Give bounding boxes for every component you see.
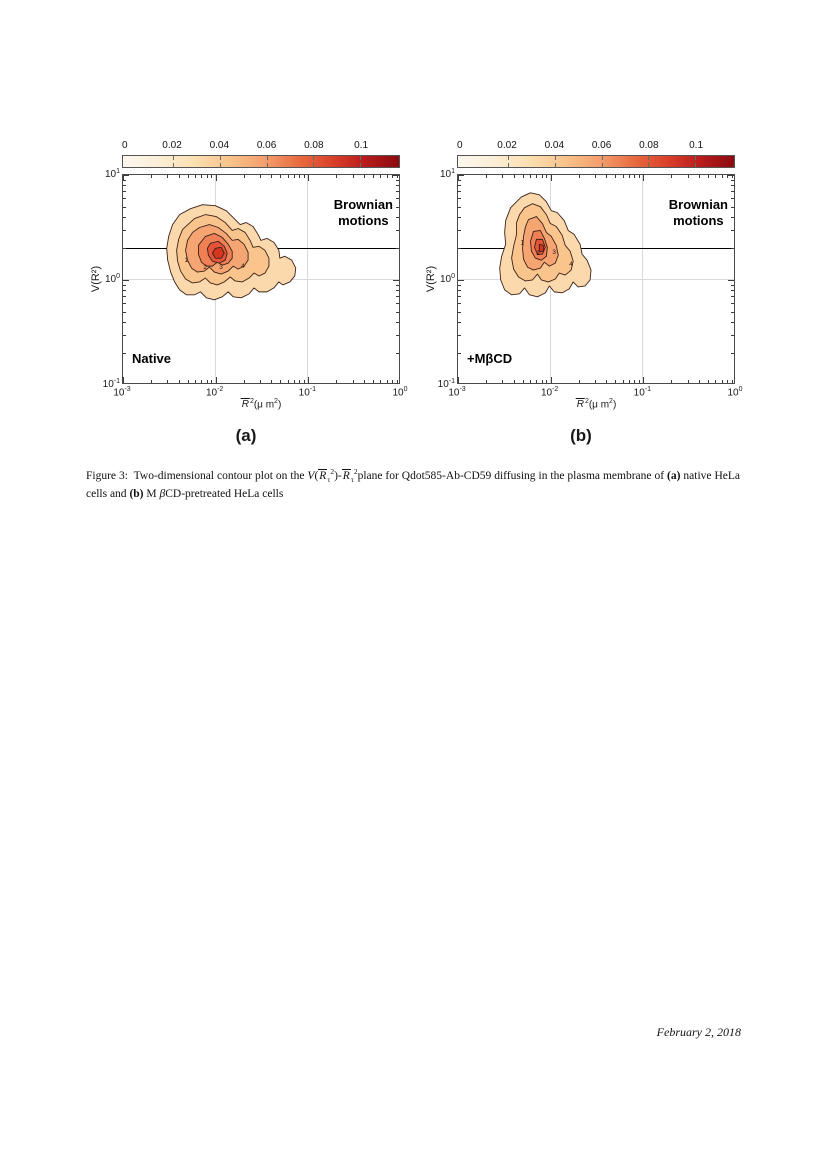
x-tick-a-10e0: 100 [392,386,408,399]
brownian-line1-b: Brownian [668,197,728,212]
x-tick-a-10e-1: 10-1 [298,386,316,399]
brownian-motions-label-a: Brownian motions [334,197,393,230]
colorbar-b-gradient [457,155,735,168]
y-tick-a-10e1: 101 [104,167,120,181]
svg-text:3: 3 [552,249,556,256]
x-axis-b: 10-3 10-2 10-1 100 R2(μ m2) [448,384,743,418]
caption-text-4: M [146,487,157,500]
x-tick-a-10e-3: 10-3 [113,386,131,399]
colorbar-a-tick-5: 0.1 [354,140,369,151]
brownian-line2-b: motions [673,213,724,229]
colorbar-b-tick-3: 0.06 [591,140,612,151]
axes-a: V(R²) 101 100 10-1 [86,168,406,390]
y-axis-ticklabels-b: 101 100 10-1 [437,168,457,390]
x-tick-b-10e-2: 10-2 [540,386,559,399]
x-tick-a-10e-2: 10-2 [205,386,224,399]
caption-text-5: CD-pretreated HeLa cells [165,487,284,500]
y-tick-b-10e-1: 10-1 [437,377,455,391]
document-date: February 2, 2018 [656,1025,741,1039]
colorbar-a-tick-4: 0.08 [304,140,324,151]
y-tick-a-10e-1: 10-1 [102,377,120,391]
x-axis-label-b: R2(μ m2) [575,398,617,411]
panel-letter-a: (a) [235,426,257,445]
caption-label-b: (b) [129,487,144,500]
x-tick-b-10e-3: 10-3 [448,386,466,399]
svg-text:3: 3 [219,264,223,271]
colorbar-b-tick-2: 0.04 [544,140,565,151]
svg-text:2: 2 [536,250,540,257]
y-axis-label-b: V(R²) [421,174,437,384]
colorbar-a-tick-1: 0.02 [162,140,182,151]
plot-area-a: 1 2 3 4 Brownian motions Native [122,174,400,384]
colorbar-a-tick-3: 0.06 [256,140,277,151]
plot-area-b: 1 2 3 4 Brownian motions +MβCD [457,174,735,384]
svg-text:4: 4 [241,263,245,270]
panel-a: 0 0.02 0.04 0.06 0.08 0.1 V [86,140,408,446]
colorbar-a: 0 0.02 0.04 0.06 0.08 0.1 [122,140,400,174]
y-axis-label-b-text: V(R²) [425,265,437,293]
caption-math-r2: R [341,468,351,482]
contour-plot-a: 1 2 3 4 [166,204,297,301]
condition-label-b: +MβCD [467,350,513,366]
x-tick-b-10e-1: 10-1 [633,386,651,399]
colorbar-b-ticklabels: 0 0.02 0.04 0.06 0.08 0.1 [457,140,735,155]
colorbar-a-ticklabels: 0 0.02 0.04 0.06 0.08 0.1 [122,140,400,155]
brownian-line1-a: Brownian [333,197,393,212]
condition-label-a: Native [132,350,172,366]
y-tick-b-10e0: 100 [439,272,455,286]
y-tick-a-10e0: 100 [104,272,120,286]
colorbar-a-tick-2: 0.04 [209,140,230,151]
x-tick-b-10e0: 100 [727,386,743,399]
caption-figure-number: Figure 3: [86,469,128,482]
colorbar-b-tick-0: 0 [456,140,463,151]
brownian-reference-line-b [458,247,734,249]
caption-text-2: plane for Qdot585-Ab-CD59 diffusing in t… [357,469,665,482]
contour-plot-b: 1 2 3 4 [499,192,592,298]
colorbar-b-tick-1: 0.02 [497,140,517,151]
y-axis-ticklabels-a: 101 100 10-1 [102,168,122,390]
caption-beta: β [159,487,166,500]
figure-caption: Figure 3: Two-dimensional contour plot o… [86,467,741,500]
x-axis-a: 10-3 10-2 10-1 100 R2(μ m2) [113,384,408,418]
x-axis-label-a-symbol: R [240,398,250,411]
colorbar-a-tick-0: 0 [121,140,128,151]
svg-text:4: 4 [569,261,573,268]
gridline-y-10e0-b [458,279,734,280]
caption-label-a: (a) [667,469,681,482]
y-axis-label-a: V(R²) [86,174,102,384]
panel-letter-b: (b) [570,426,592,445]
panel-b: 0 0.02 0.04 0.06 0.08 0.1 V(R²) [421,140,743,446]
svg-text:1: 1 [185,257,189,264]
caption-math-r1: R [318,468,328,482]
brownian-motions-label-b: Brownian motions [669,197,728,230]
colorbar-b-tick-5: 0.1 [689,140,704,151]
svg-text:2: 2 [203,264,207,271]
caption-math-v: V [307,469,315,482]
y-tick-b-10e1: 101 [439,167,455,181]
x-axis-label-a: R2(μ m2) [240,398,282,411]
colorbar-b-tick-4: 0.08 [639,140,659,151]
x-axis-label-b-symbol: R [575,398,585,411]
brownian-line2-a: motions [338,213,389,229]
axes-b: V(R²) 101 100 10-1 [421,168,741,390]
colorbar-a-gradient [122,155,400,168]
caption-text-3: native HeLa cells and [86,469,741,500]
caption-text-1: Two-dimensional contour plot on the [133,469,305,482]
panel-row: 0 0.02 0.04 0.06 0.08 0.1 V [86,140,743,446]
figure-3: 0 0.02 0.04 0.06 0.08 0.1 V [86,140,743,446]
colorbar-b: 0 0.02 0.04 0.06 0.08 0.1 [457,140,735,174]
y-axis-label-a-text: V(R²) [90,265,102,293]
svg-text:1: 1 [521,239,525,246]
